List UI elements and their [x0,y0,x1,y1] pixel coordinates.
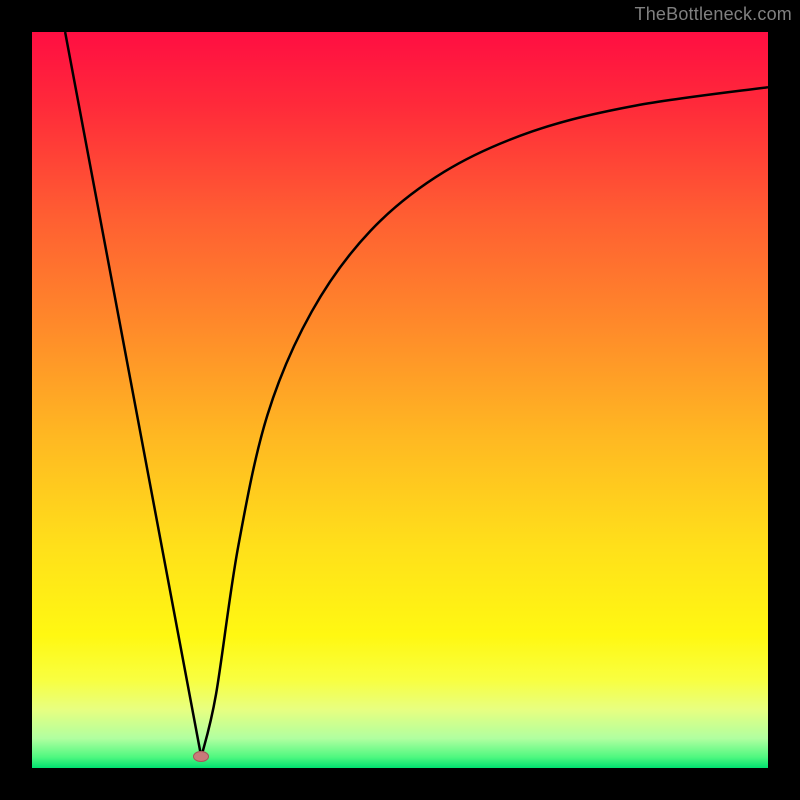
bottleneck-curve-chart [32,32,768,768]
plot-area [32,32,768,768]
watermark-text: TheBottleneck.com [635,4,792,25]
chart-container: TheBottleneck.com [0,0,800,800]
gradient-background [32,32,768,768]
